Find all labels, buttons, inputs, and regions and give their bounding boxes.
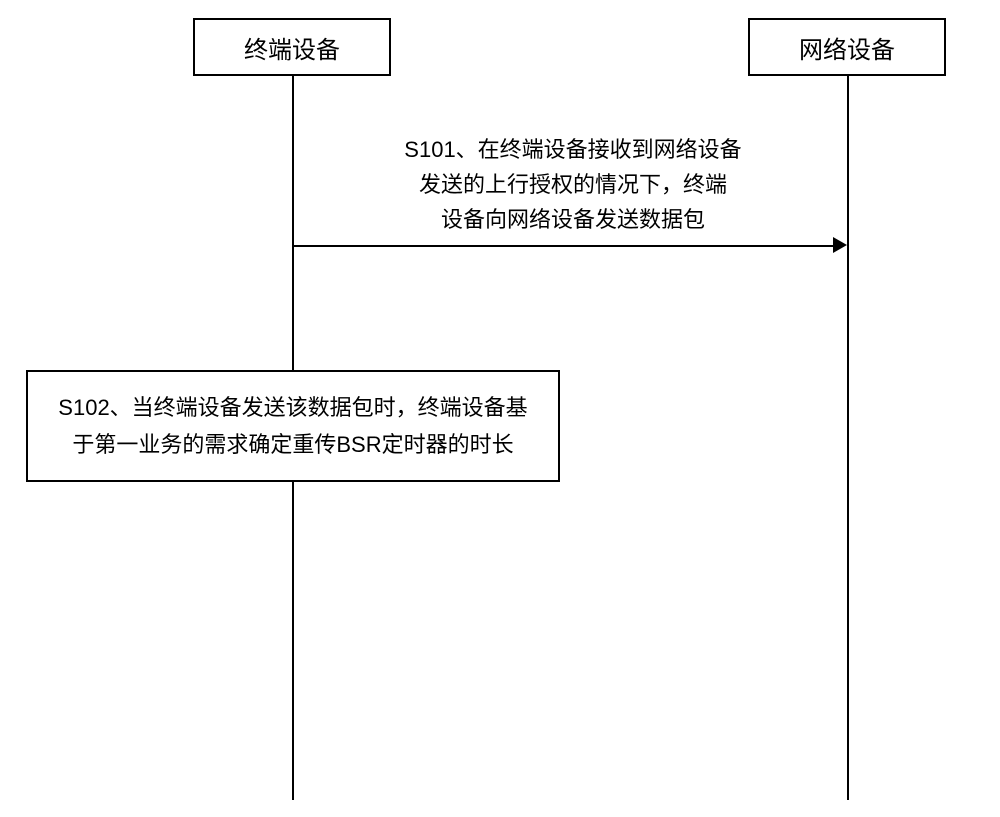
message-s101-arrow-line	[292, 245, 833, 247]
actor-terminal-label: 终端设备	[244, 30, 340, 65]
actor-terminal-box: 终端设备	[193, 18, 391, 76]
actor-network-box: 网络设备	[748, 18, 946, 76]
message-s101-line3: 设备向网络设备发送数据包	[384, 202, 762, 237]
message-s101-line1: S101、在终端设备接收到网络设备	[384, 132, 762, 167]
message-s101-arrow-head	[833, 237, 847, 253]
lifeline-network	[847, 76, 849, 800]
actor-network-label: 网络设备	[799, 30, 895, 65]
sequence-diagram: 终端设备 网络设备 S101、在终端设备接收到网络设备 发送的上行授权的情况下，…	[0, 0, 1000, 817]
message-s101-line2: 发送的上行授权的情况下，终端	[384, 167, 762, 202]
message-s101-label: S101、在终端设备接收到网络设备 发送的上行授权的情况下，终端 设备向网络设备…	[378, 130, 768, 240]
step-s102-line2: 于第一业务的需求确定重传BSR定时器的时长	[58, 426, 527, 463]
step-s102-box: S102、当终端设备发送该数据包时，终端设备基 于第一业务的需求确定重传BSR定…	[26, 370, 560, 482]
step-s102-line1: S102、当终端设备发送该数据包时，终端设备基	[58, 389, 527, 426]
